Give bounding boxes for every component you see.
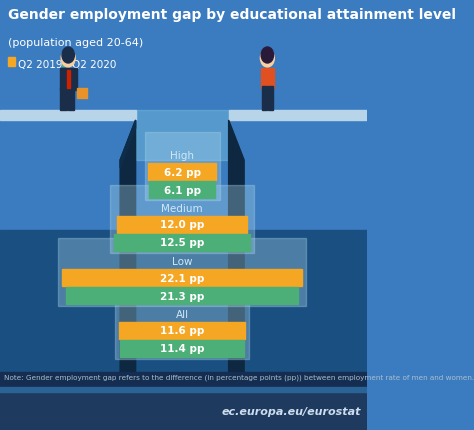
Text: 11.4 pp: 11.4 pp [160, 344, 204, 354]
Circle shape [261, 48, 273, 64]
Bar [0, 230, 367, 430]
Bar [0, 387, 367, 392]
Circle shape [260, 50, 274, 68]
Text: Gender employment gap by educational attainment level: Gender employment gap by educational att… [8, 8, 456, 22]
Text: ec.europa.eu/eurostat: ec.europa.eu/eurostat [222, 406, 361, 416]
Bar [117, 216, 247, 233]
Text: 22.1 pp: 22.1 pp [160, 273, 204, 283]
Bar [148, 164, 216, 181]
Bar [8, 58, 15, 67]
Circle shape [61, 50, 75, 68]
Bar [110, 186, 254, 253]
Text: All: All [175, 309, 189, 319]
Bar [67, 71, 70, 89]
Text: Medium: Medium [161, 203, 203, 214]
Polygon shape [228, 121, 244, 372]
Bar [115, 291, 249, 359]
Bar [62, 269, 302, 286]
Text: 6.1 pp: 6.1 pp [164, 185, 201, 195]
Text: 12.5 pp: 12.5 pp [160, 238, 204, 248]
Bar [145, 133, 220, 200]
Text: (population aged 20-64): (population aged 20-64) [8, 38, 143, 48]
Bar [0, 372, 367, 430]
Bar [262, 87, 266, 111]
Text: Q2 2020: Q2 2020 [72, 60, 117, 70]
Text: High: High [170, 150, 194, 161]
Text: 12.0 pp: 12.0 pp [160, 220, 204, 230]
Bar [268, 87, 273, 111]
Text: Low: Low [172, 256, 192, 266]
Bar [62, 58, 69, 67]
Text: 21.3 pp: 21.3 pp [160, 291, 204, 301]
Polygon shape [261, 69, 273, 89]
Bar [58, 239, 306, 306]
Bar [0, 392, 367, 430]
Polygon shape [228, 0, 367, 161]
Bar [77, 89, 87, 99]
Bar [68, 89, 74, 111]
Bar [114, 234, 250, 252]
Bar [0, 111, 136, 121]
Polygon shape [136, 111, 228, 161]
Bar [120, 340, 244, 357]
Bar [66, 287, 298, 304]
Text: 11.6 pp: 11.6 pp [160, 326, 204, 336]
Circle shape [62, 48, 74, 64]
Polygon shape [120, 121, 136, 169]
Bar [61, 89, 67, 111]
Polygon shape [120, 121, 136, 372]
Polygon shape [0, 0, 136, 161]
Bar [149, 181, 215, 199]
Polygon shape [60, 69, 77, 91]
Text: 6.2 pp: 6.2 pp [164, 167, 201, 177]
Text: Note: Gender employment gap refers to the difference (in percentage points (pp)): Note: Gender employment gap refers to th… [4, 374, 474, 381]
Bar [228, 111, 367, 121]
Bar [119, 322, 245, 339]
Text: Q2 2019: Q2 2019 [18, 60, 62, 70]
